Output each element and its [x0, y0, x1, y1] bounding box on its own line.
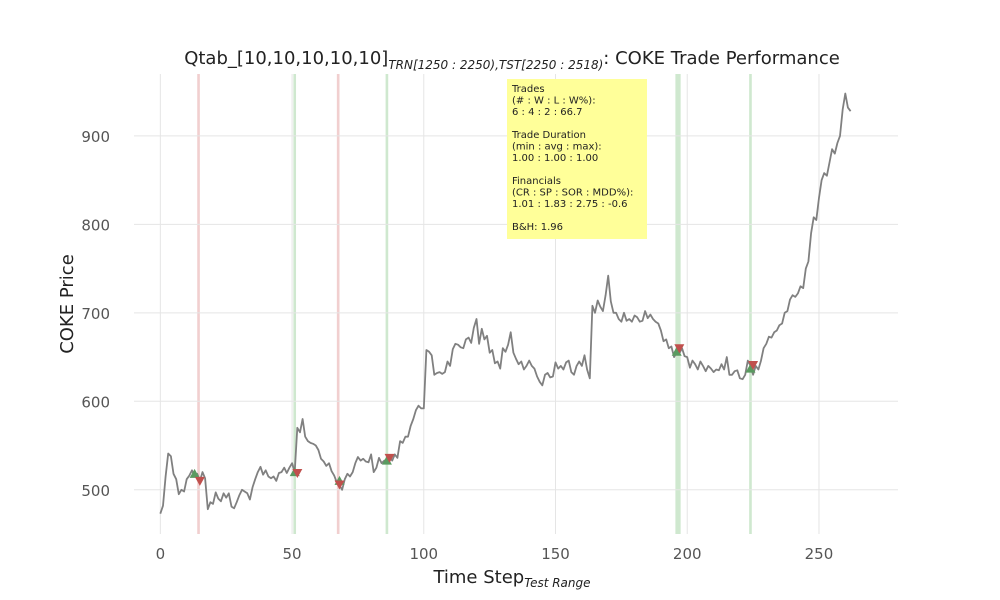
sell-marker-2: [334, 480, 345, 490]
y-tick-label-700: 700: [81, 305, 110, 323]
buy-marker-0: [189, 468, 200, 478]
sell-span-1: [336, 74, 340, 534]
title-trn: TRN[1250 : 2250),: [388, 58, 499, 72]
y-tick-label-800: 800: [81, 216, 110, 234]
title-tst: TST[2250 : 2518): [499, 58, 603, 72]
sell-marker-0: [194, 476, 205, 486]
annotation-line-2: 6 : 4 : 2 : 66.7: [512, 107, 583, 118]
annotation-line-0: Trades: [511, 84, 545, 95]
x-tick-label-250: 250: [805, 545, 834, 563]
trade-markers: [189, 344, 759, 490]
buy-span-0: [293, 74, 297, 534]
sell-marker-1: [292, 468, 303, 478]
y-tick-label-600: 600: [81, 393, 110, 411]
x-axis-ticks: 0 50 100 150 200 250: [156, 545, 834, 563]
y-tick-label-500: 500: [81, 482, 110, 500]
x-tick-label-50: 50: [283, 545, 302, 563]
title-main: Qtab_[10,10,10,10,10]: [184, 48, 388, 69]
grid-lines: [134, 74, 898, 534]
annotation-line-10: 1.01 : 1.83 : 2.75 : -0.6: [512, 199, 628, 210]
buy-marker-5: [745, 363, 756, 373]
sell-marker-3: [384, 453, 395, 463]
y-axis-ticks: 500 600 700 800 900: [81, 128, 110, 500]
buy-span-2: [675, 74, 681, 534]
x-tick-label-150: 150: [541, 545, 570, 563]
annotation-line-6: 1.00 : 1.00 : 1.00: [512, 153, 598, 164]
sell-marker-4: [674, 344, 685, 354]
x-axis-label: Time StepTest Range: [432, 567, 590, 590]
x-tick-label-200: 200: [673, 545, 702, 563]
annotation-line-9: (CR : SP : SOR : MDD%):: [512, 188, 633, 199]
sell-marker-5: [748, 361, 759, 371]
x-axis-label-sub: Test Range: [524, 576, 590, 590]
y-tick-label-900: 900: [81, 128, 110, 146]
annotation-line-1: (# : W : L : W%):: [512, 96, 596, 107]
stats-annotation-box: Trades(# : W : L : W%):6 : 4 : 2 : 66.7 T…: [507, 79, 647, 239]
buy-span-1: [385, 74, 389, 534]
price-line: [159, 92, 852, 514]
title-suffix: : COKE Trade Performance: [603, 48, 840, 69]
x-tick-label-100: 100: [409, 545, 438, 563]
buy-span-3: [749, 74, 752, 534]
annotation-line-8: Financials: [512, 176, 561, 187]
annotation-line-12: B&H: 1.96: [512, 222, 563, 233]
y-axis-label: COKE Price: [57, 254, 78, 354]
sell-span-0: [197, 74, 200, 534]
buy-marker-4: [671, 346, 682, 356]
x-axis-label-main: Time Step: [432, 567, 524, 588]
chart-title: Qtab_[10,10,10,10,10]TRN[1250 : 2250),TS…: [184, 48, 840, 72]
x-tick-label-0: 0: [156, 545, 166, 563]
annotation-background: [507, 79, 647, 239]
trade-spans: [197, 74, 752, 534]
annotation-line-5: (min : avg : max):: [512, 142, 602, 153]
annotation-line-4: Trade Duration: [511, 130, 586, 141]
